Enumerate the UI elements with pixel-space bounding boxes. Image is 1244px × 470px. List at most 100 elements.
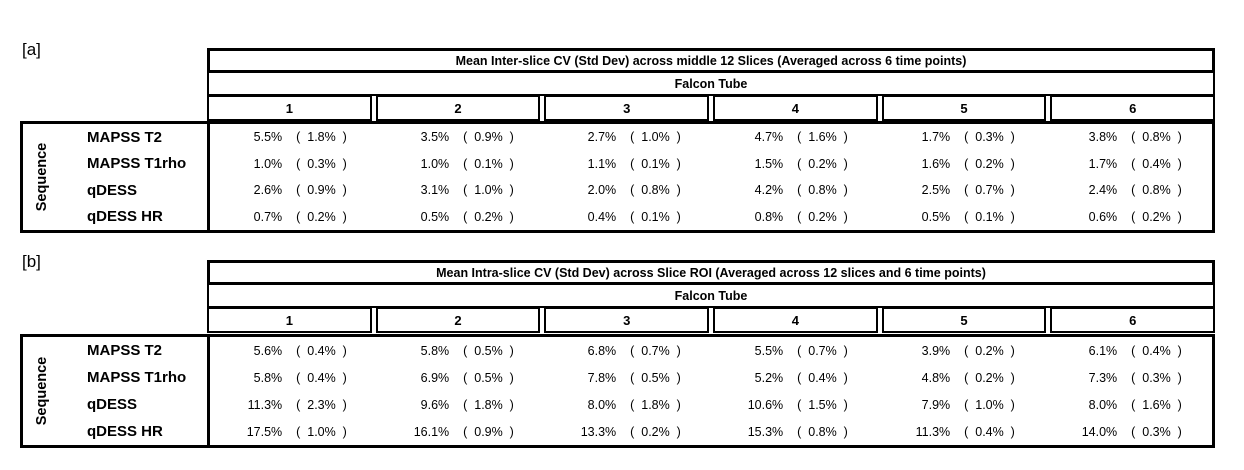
- cv-value-cell: 6.8% ( 0.7% ): [544, 337, 711, 364]
- cv-mean-value: 13.3%: [580, 424, 617, 439]
- cv-std-dev: ( 0.2% ): [964, 343, 1015, 358]
- sequence-row-label: qDESS HR: [87, 208, 163, 226]
- cv-mean-value: 1.6%: [921, 156, 951, 171]
- sequence-row-label: qDESS: [87, 396, 138, 413]
- table-b-header: Mean Intra-slice CV (Std Dev) across Sli…: [207, 260, 1216, 333]
- cv-value-cell: 11.3% ( 2.3% ): [210, 391, 377, 418]
- tube-number-cell: 6: [1050, 95, 1216, 121]
- cv-mean-value: 3.8%: [1088, 130, 1118, 145]
- cv-mean-value: 6.8%: [587, 343, 617, 358]
- sequence-axis-label: Sequence: [33, 142, 50, 212]
- cv-std-dev: ( 0.5% ): [463, 343, 514, 358]
- cv-std-dev: ( 0.2% ): [964, 370, 1015, 385]
- cv-mean-value: 7.8%: [587, 370, 617, 385]
- tube-number-cell: 4: [713, 95, 878, 121]
- cv-std-dev: ( 0.7% ): [964, 183, 1015, 198]
- cv-std-dev: ( 1.0% ): [964, 397, 1015, 412]
- cv-mean-value: 7.9%: [921, 397, 951, 412]
- cv-mean-value: 0.8%: [754, 209, 784, 224]
- cv-std-dev: ( 0.7% ): [797, 343, 848, 358]
- cv-mean-value: 5.8%: [253, 370, 283, 385]
- cv-mean-value: 3.9%: [921, 343, 951, 358]
- cv-value-cell: 2.5% ( 0.7% ): [878, 177, 1045, 204]
- cv-std-dev: ( 0.2% ): [797, 209, 848, 224]
- cv-std-dev: ( 0.8% ): [797, 424, 848, 439]
- cv-mean-value: 7.3%: [1088, 370, 1118, 385]
- cv-std-dev: ( 1.0% ): [630, 130, 681, 145]
- cv-std-dev: ( 0.3% ): [296, 156, 347, 171]
- table-a-header: Mean Inter-slice CV (Std Dev) across mid…: [207, 48, 1216, 121]
- cv-std-dev: ( 1.8% ): [630, 397, 681, 412]
- cv-mean-value: 5.2%: [754, 370, 784, 385]
- cv-std-dev: ( 1.6% ): [797, 130, 848, 145]
- cv-value-cell: 5.5% ( 1.8% ): [210, 124, 377, 151]
- panel-label-a: [a]: [22, 40, 41, 59]
- table-b-body: Sequence MAPSS T2 MAPSS T1rho qDESS qDESS H…: [20, 334, 1215, 448]
- tube-number-cell: 1: [207, 307, 372, 333]
- cv-value-cell: 1.0% ( 0.1% ): [377, 151, 544, 178]
- cv-value-cell: 6.9% ( 0.5% ): [377, 364, 544, 391]
- cv-std-dev: ( 0.9% ): [463, 130, 514, 145]
- cv-value-cell: 5.8% ( 0.4% ): [210, 364, 377, 391]
- cv-mean-value: 0.5%: [921, 209, 951, 224]
- cv-std-dev: ( 1.8% ): [296, 130, 347, 145]
- cv-mean-value: 9.6%: [420, 397, 450, 412]
- cv-mean-value: 11.3%: [915, 424, 951, 439]
- cv-std-dev: ( 0.8% ): [1131, 183, 1182, 198]
- cv-value-cell: 5.6% ( 0.4% ): [210, 337, 377, 364]
- cv-std-dev: ( 0.2% ): [797, 156, 848, 171]
- cv-std-dev: ( 0.7% ): [630, 343, 681, 358]
- cv-std-dev: ( 0.4% ): [964, 424, 1015, 439]
- cv-value-cell: 11.3% ( 0.4% ): [878, 418, 1045, 445]
- cv-std-dev: ( 1.0% ): [463, 183, 514, 198]
- cv-std-dev: ( 0.4% ): [1131, 156, 1182, 171]
- cv-std-dev: ( 0.2% ): [1131, 209, 1182, 224]
- cv-value-cell: 5.2% ( 0.4% ): [711, 364, 878, 391]
- cv-std-dev: ( 0.1% ): [630, 209, 681, 224]
- cv-value-cell: 0.5% ( 0.1% ): [878, 204, 1045, 231]
- cv-value-cell: 1.5% ( 0.2% ): [711, 151, 878, 178]
- cv-mean-value: 4.7%: [754, 130, 784, 145]
- cv-std-dev: ( 2.3% ): [296, 397, 347, 412]
- cv-std-dev: ( 0.4% ): [296, 343, 347, 358]
- cv-std-dev: ( 0.5% ): [463, 370, 514, 385]
- cv-std-dev: ( 1.5% ): [797, 397, 848, 412]
- cv-value-cell: 13.3% ( 0.2% ): [544, 418, 711, 445]
- cv-std-dev: ( 1.0% ): [296, 424, 347, 439]
- cv-std-dev: ( 0.2% ): [964, 156, 1015, 171]
- sequence-row-label: MAPSS T2: [87, 128, 163, 146]
- cv-value-cell: 15.3% ( 0.8% ): [711, 418, 878, 445]
- table-b-sequence-axis: Sequence: [23, 337, 60, 445]
- cv-std-dev: ( 0.4% ): [1131, 343, 1182, 358]
- cv-value-cell: 7.9% ( 1.0% ): [878, 391, 1045, 418]
- cv-std-dev: ( 0.3% ): [964, 130, 1015, 145]
- cv-std-dev: ( 0.3% ): [1131, 370, 1182, 385]
- cv-value-cell: 0.6% ( 0.2% ): [1045, 204, 1212, 231]
- cv-value-cell: 1.7% ( 0.3% ): [878, 124, 1045, 151]
- cv-value-cell: 3.8% ( 0.8% ): [1045, 124, 1212, 151]
- cv-std-dev: ( 0.8% ): [630, 183, 681, 198]
- tube-number-cell: 3: [544, 307, 710, 333]
- tube-number-cell: 2: [375, 95, 541, 121]
- cv-std-dev: ( 0.1% ): [630, 156, 681, 171]
- tube-number-cell: 5: [881, 307, 1047, 333]
- cv-mean-value: 5.5%: [253, 130, 283, 145]
- cv-mean-value: 4.2%: [754, 183, 784, 198]
- cv-value-cell: 0.7% ( 0.2% ): [210, 204, 377, 231]
- cv-mean-value: 5.5%: [754, 343, 784, 358]
- cv-mean-value: 0.6%: [1088, 209, 1118, 224]
- cv-mean-value: 1.7%: [1088, 156, 1118, 171]
- table-a-sequence-axis: Sequence: [23, 124, 60, 230]
- cv-mean-value: 3.5%: [420, 130, 450, 145]
- cv-value-cell: 9.6% ( 1.8% ): [377, 391, 544, 418]
- cv-std-dev: ( 0.2% ): [463, 209, 514, 224]
- cv-mean-value: 11.3%: [247, 397, 283, 412]
- tube-number-cell: 6: [1050, 307, 1216, 333]
- cv-std-dev: ( 0.9% ): [296, 183, 347, 198]
- cv-std-dev: ( 0.2% ): [630, 424, 681, 439]
- cv-mean-value: 10.6%: [747, 397, 784, 412]
- cv-mean-value: 17.5%: [246, 424, 283, 439]
- cv-value-cell: 1.0% ( 0.3% ): [210, 151, 377, 178]
- cv-std-dev: ( 0.9% ): [463, 424, 514, 439]
